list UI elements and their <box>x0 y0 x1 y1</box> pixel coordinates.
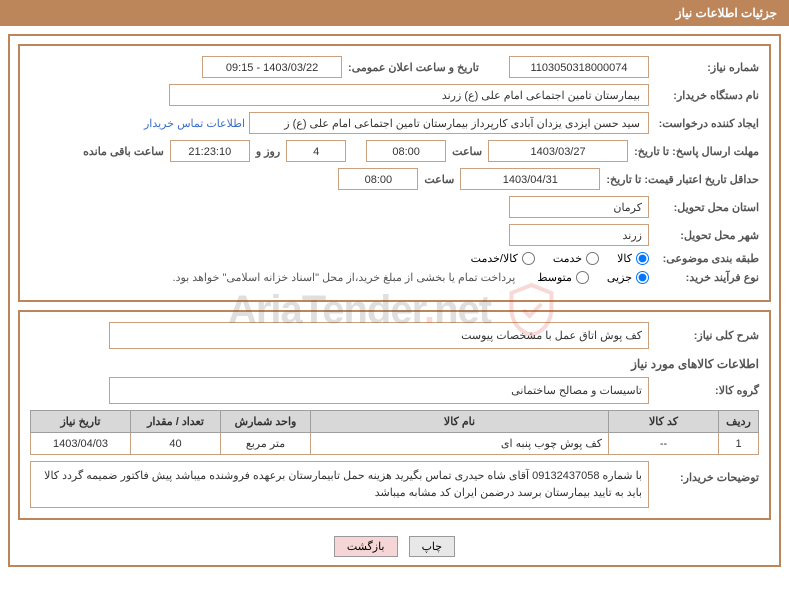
td-row: 1 <box>719 433 759 455</box>
button-row: چاپ بازگشت <box>10 528 779 565</box>
buyer-org-field: بیمارستان تامین اجتماعی امام علی (ع) زرن… <box>169 84 649 106</box>
province-field: کرمان <box>509 196 649 218</box>
th-code: کد کالا <box>609 411 719 433</box>
buyer-org-label: نام دستگاه خریدار: <box>649 89 759 102</box>
radio-both[interactable]: کالا/خدمت <box>471 252 535 265</box>
radio-partial[interactable]: جزیی <box>607 271 649 284</box>
row-price-validity: حداقل تاریخ اعتبار قیمت: تا تاریخ: 1403/… <box>30 168 759 190</box>
td-name: کف پوش چوب پنبه ای <box>311 433 609 455</box>
category-radio-group: کالا خدمت کالا/خدمت <box>457 252 649 265</box>
requester-field: سید حسن ایزدی یزدان آبادی کارپرداز بیمار… <box>249 112 649 134</box>
price-time-field: 08:00 <box>338 168 418 190</box>
response-date-field: 1403/03/27 <box>488 140 628 162</box>
goods-section-title: اطلاعات کالاهای مورد نیاز <box>30 357 759 371</box>
days-label: روز و <box>250 145 286 158</box>
goods-group-field: تاسیسات و مصالح ساختمانی <box>109 377 649 404</box>
announce-field: 1403/03/22 - 09:15 <box>202 56 342 78</box>
radio-goods-label: کالا <box>617 252 632 265</box>
response-time-field: 08:00 <box>366 140 446 162</box>
need-number-field: 1103050318000074 <box>509 56 649 78</box>
row-province: استان محل تحویل: کرمان <box>30 196 759 218</box>
remaining-label: ساعت باقی مانده <box>77 145 170 158</box>
price-date-field: 1403/04/31 <box>460 168 600 190</box>
radio-medium-input[interactable] <box>576 271 589 284</box>
radio-goods-input[interactable] <box>636 252 649 265</box>
th-name: نام کالا <box>311 411 609 433</box>
td-unit: متر مربع <box>221 433 311 455</box>
table-header-row: ردیف کد کالا نام کالا واحد شمارش تعداد /… <box>31 411 759 433</box>
city-field: زرند <box>509 224 649 246</box>
time-label-2: ساعت <box>418 173 460 186</box>
general-desc-label: شرح کلی نیاز: <box>649 329 759 342</box>
goods-group-label: گروه کالا: <box>649 384 759 397</box>
requester-label: ایجاد کننده درخواست: <box>649 117 759 130</box>
need-number-label: شماره نیاز: <box>649 61 759 74</box>
time-label-1: ساعت <box>446 145 488 158</box>
row-response-deadline: مهلت ارسال پاسخ: تا تاریخ: 1403/03/27 سا… <box>30 140 759 162</box>
page-header: جزئیات اطلاعات نیاز <box>0 0 789 26</box>
row-need-number: شماره نیاز: 1103050318000074 تاریخ و ساع… <box>30 56 759 78</box>
td-code: -- <box>609 433 719 455</box>
print-button[interactable]: چاپ <box>409 536 456 557</box>
th-qty: تعداد / مقدار <box>131 411 221 433</box>
form-box: شماره نیاز: 1103050318000074 تاریخ و ساع… <box>18 44 771 302</box>
city-label: شهر محل تحویل: <box>649 229 759 242</box>
radio-medium[interactable]: متوسط <box>537 271 589 284</box>
days-field: 4 <box>286 140 346 162</box>
row-requester: ایجاد کننده درخواست: سید حسن ایزدی یزدان… <box>30 112 759 134</box>
countdown-field: 21:23:10 <box>170 140 250 162</box>
radio-both-input[interactable] <box>522 252 535 265</box>
purchase-radio-group: جزیی متوسط <box>523 271 649 284</box>
back-button[interactable]: بازگشت <box>334 536 398 557</box>
announce-label: تاریخ و ساعت اعلان عمومی: <box>342 61 509 74</box>
row-buyer-org: نام دستگاه خریدار: بیمارستان تامین اجتما… <box>30 84 759 106</box>
province-label: استان محل تحویل: <box>649 201 759 214</box>
response-deadline-label: مهلت ارسال پاسخ: تا تاریخ: <box>628 145 759 158</box>
radio-partial-input[interactable] <box>636 271 649 284</box>
page-title: جزئیات اطلاعات نیاز <box>676 6 777 20</box>
category-label: طبقه بندی موضوعی: <box>649 252 759 265</box>
goods-table: ردیف کد کالا نام کالا واحد شمارش تعداد /… <box>30 410 759 455</box>
table-row: 1 -- کف پوش چوب پنبه ای متر مربع 40 1403… <box>31 433 759 455</box>
general-desc-field: کف پوش اتاق عمل با مشخصات پیوست <box>109 322 649 349</box>
th-date: تاریخ نیاز <box>31 411 131 433</box>
row-category: طبقه بندی موضوعی: کالا خدمت کالا/خدمت <box>30 252 759 265</box>
buyer-contact-link[interactable]: اطلاعات تماس خریدار <box>144 117 249 130</box>
th-unit: واحد شمارش <box>221 411 311 433</box>
row-goods-group: گروه کالا: تاسیسات و مصالح ساختمانی <box>30 377 759 404</box>
td-qty: 40 <box>131 433 221 455</box>
row-general-desc: شرح کلی نیاز: کف پوش اتاق عمل با مشخصات … <box>30 322 759 349</box>
th-row: ردیف <box>719 411 759 433</box>
details-box: شرح کلی نیاز: کف پوش اتاق عمل با مشخصات … <box>18 310 771 520</box>
payment-note: پرداخت تمام یا بخشی از مبلغ خرید،از محل … <box>173 271 524 284</box>
radio-service-label: خدمت <box>553 252 582 265</box>
radio-both-label: کالا/خدمت <box>471 252 518 265</box>
buyer-note-label: توضیحات خریدار: <box>649 461 759 484</box>
radio-service-input[interactable] <box>586 252 599 265</box>
price-validity-label: حداقل تاریخ اعتبار قیمت: تا تاریخ: <box>600 173 759 186</box>
purchase-label: نوع فرآیند خرید: <box>649 271 759 284</box>
td-date: 1403/04/03 <box>31 433 131 455</box>
radio-partial-label: جزیی <box>607 271 632 284</box>
main-container: شماره نیاز: 1103050318000074 تاریخ و ساع… <box>8 34 781 567</box>
radio-medium-label: متوسط <box>537 271 572 284</box>
buyer-note-field: با شماره 09132437058 آقای شاه حیدری تماس… <box>30 461 649 508</box>
row-city: شهر محل تحویل: زرند <box>30 224 759 246</box>
radio-goods[interactable]: کالا <box>617 252 649 265</box>
radio-service[interactable]: خدمت <box>553 252 599 265</box>
row-buyer-note: توضیحات خریدار: با شماره 09132437058 آقا… <box>30 461 759 508</box>
row-purchase: نوع فرآیند خرید: جزیی متوسط پرداخت تمام … <box>30 271 759 284</box>
